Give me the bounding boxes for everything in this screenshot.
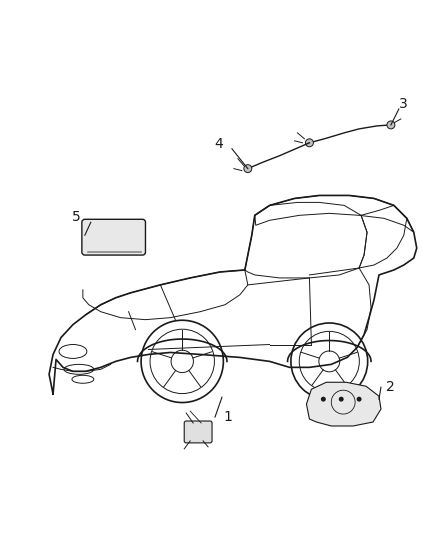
Circle shape bbox=[387, 121, 395, 129]
Circle shape bbox=[305, 139, 314, 147]
Circle shape bbox=[321, 397, 326, 402]
Text: 3: 3 bbox=[399, 97, 408, 111]
Circle shape bbox=[357, 397, 362, 402]
Text: 2: 2 bbox=[386, 380, 395, 394]
Text: 4: 4 bbox=[214, 137, 223, 151]
FancyBboxPatch shape bbox=[184, 421, 212, 443]
Polygon shape bbox=[307, 382, 381, 426]
Circle shape bbox=[244, 165, 252, 173]
Text: 5: 5 bbox=[72, 211, 81, 224]
Circle shape bbox=[339, 397, 344, 402]
Text: 1: 1 bbox=[223, 410, 232, 424]
FancyBboxPatch shape bbox=[82, 219, 145, 255]
